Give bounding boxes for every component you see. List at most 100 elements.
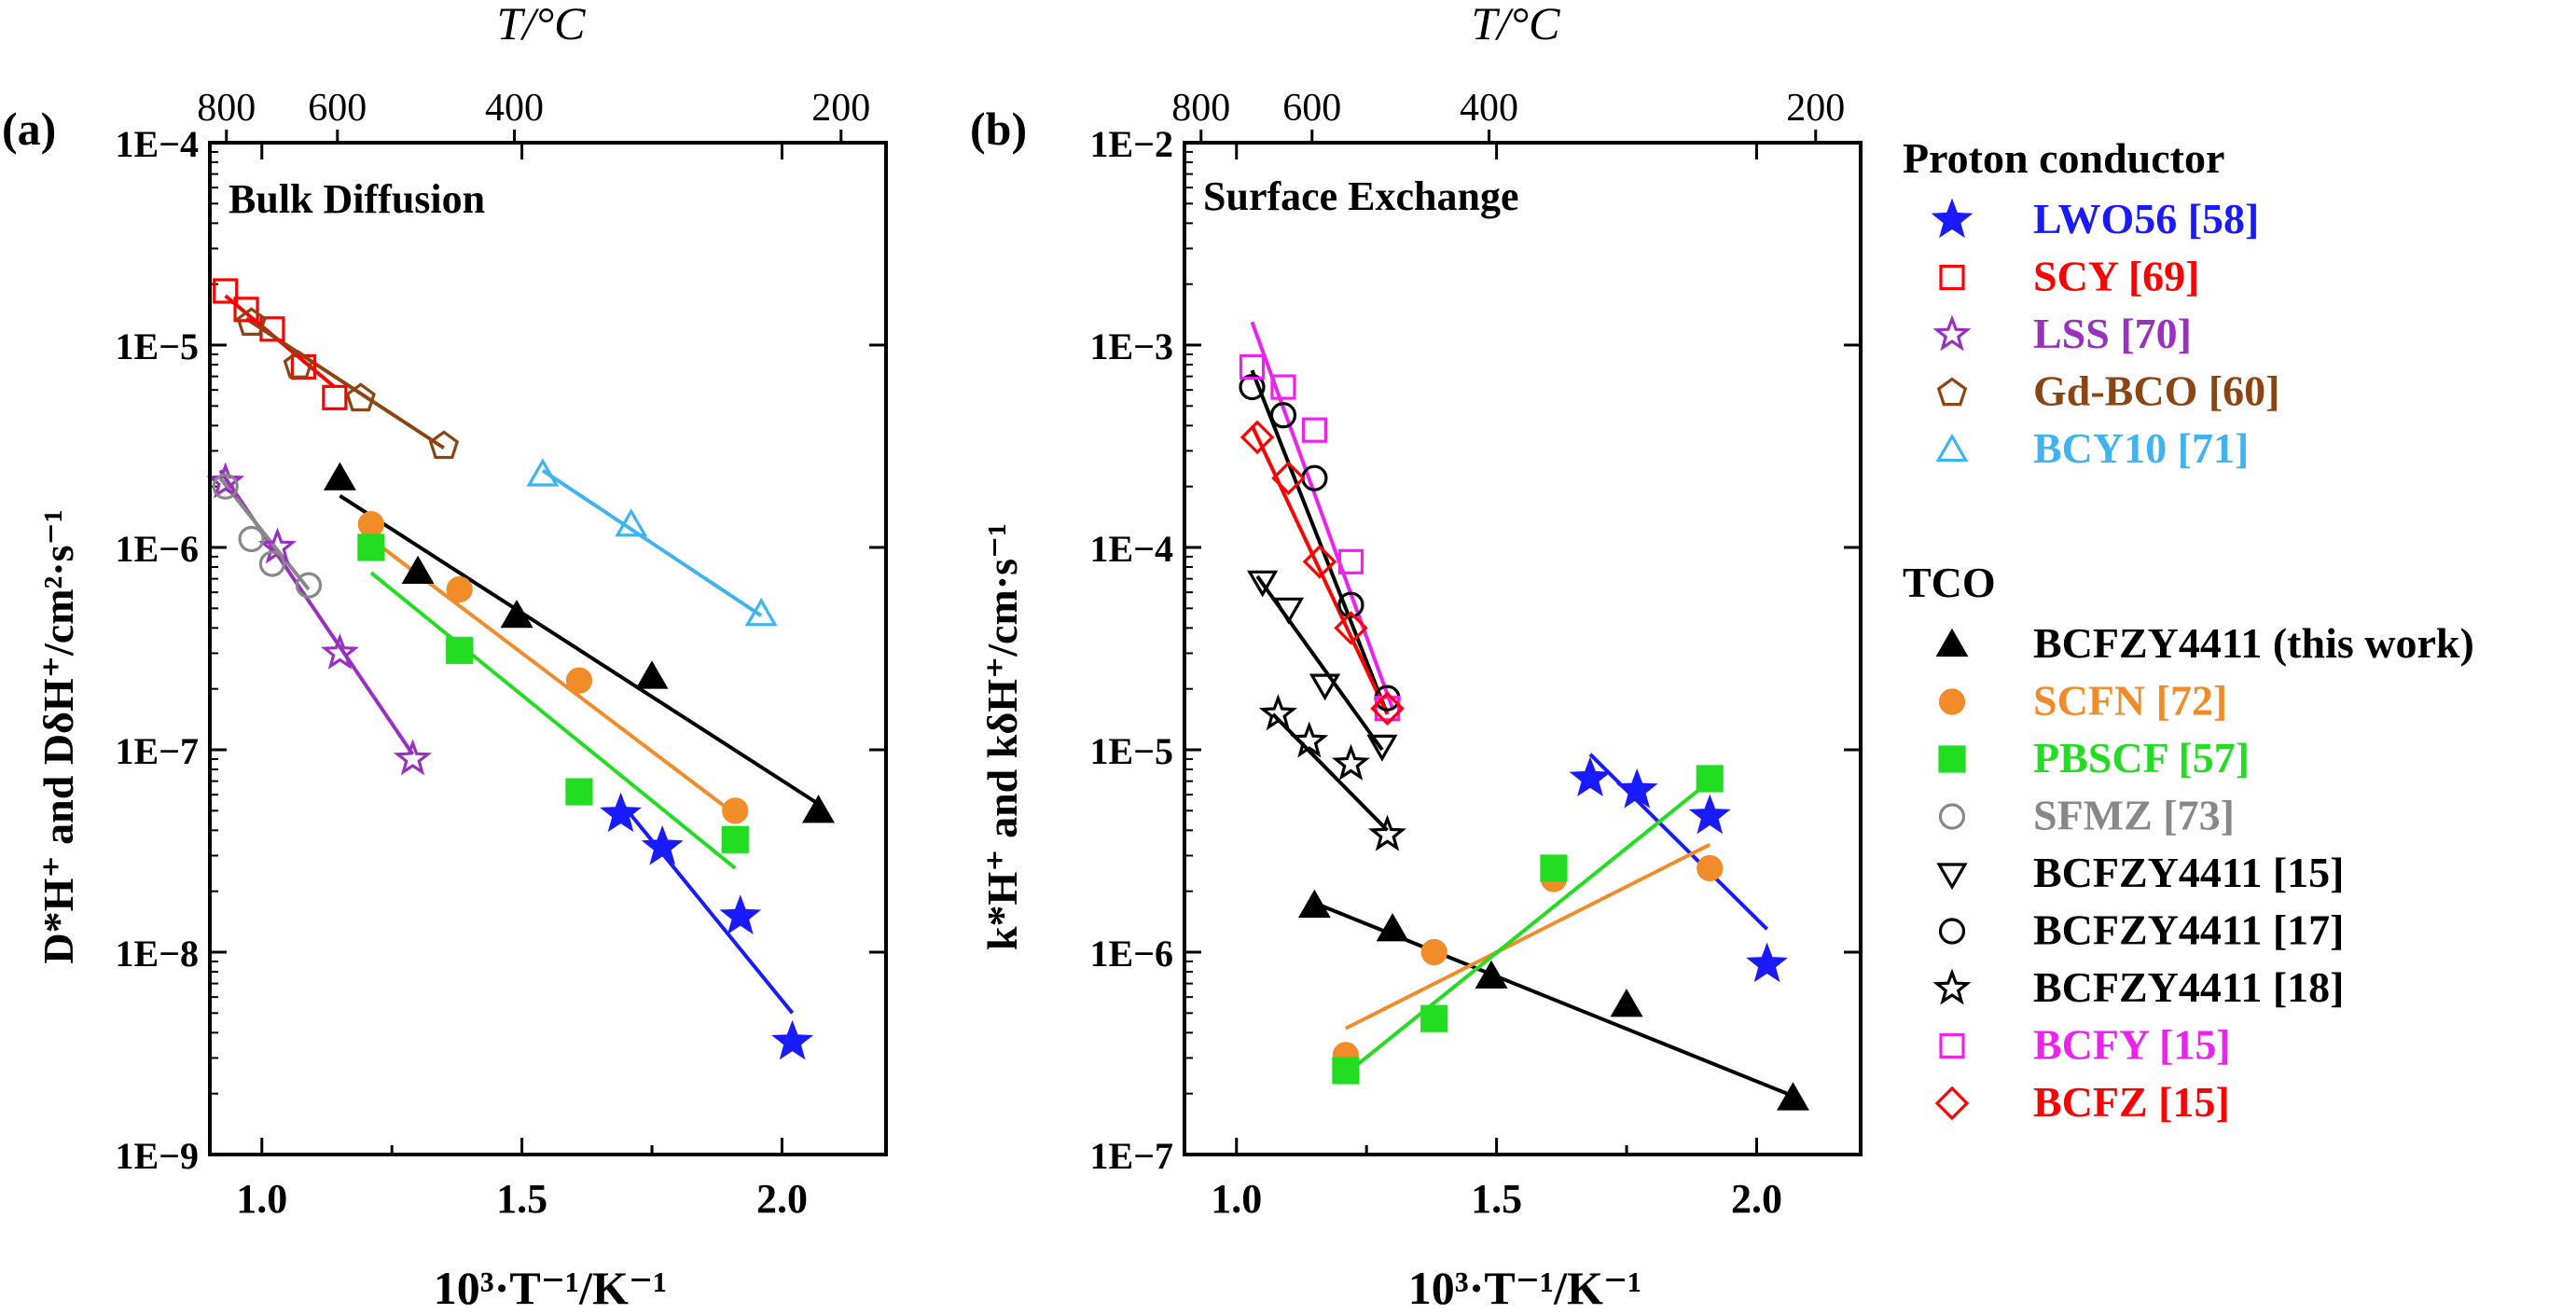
legend-marker-bcy10-71 xyxy=(1935,433,1969,463)
legend-marker-bcfz-15 xyxy=(1934,1086,1970,1121)
panel-a-xlabel: 10³·T⁻¹/K⁻¹ xyxy=(434,1262,668,1314)
y-tick-label: 1E−4 xyxy=(1090,528,1173,570)
panel-a-label: (a) xyxy=(2,103,56,155)
fit-line-pbscf-57 xyxy=(369,571,737,870)
legend-label-sfmz-73: SFMZ [73] xyxy=(2033,792,2235,839)
data-point-scfn-72 xyxy=(565,667,593,694)
panel-b: (b) Surface Exchange T/°C 10³·T⁻¹/K⁻¹ k*… xyxy=(970,0,1863,1314)
panel-a: (a) Bulk Diffusion T/°C 10³·T⁻¹/K⁻¹ D*H⁺… xyxy=(2,0,888,1314)
data-point-scfn-72 xyxy=(1697,854,1724,882)
panel-b-fit-lines xyxy=(1250,321,1799,1100)
data-point-bcy10-71 xyxy=(744,598,778,627)
panel-a-ylabel: D*H⁺ and DδH⁺/cm²·s⁻¹ xyxy=(35,509,82,963)
legend-label-bcfy-15: BCFY [15] xyxy=(2033,1021,2231,1069)
y-tick-label: 1E−7 xyxy=(116,730,199,772)
panel-a-top-axis-label: T/°C xyxy=(496,0,586,49)
y-tick-label: 1E−6 xyxy=(1090,933,1173,975)
x-tick-label: 1.5 xyxy=(496,1176,547,1222)
legend-label-gd-bco-60: Gd-BCO [60] xyxy=(2033,367,2280,415)
legend-label-bcfz-15: BCFZ [15] xyxy=(2033,1078,2230,1126)
data-point-lwo56-58 xyxy=(641,824,684,865)
data-point-lwo56-58 xyxy=(600,792,642,833)
fit-line-bcfz-15 xyxy=(1250,424,1390,715)
data-point-bcfzy4411-this-work xyxy=(500,600,533,629)
legend-label-lwo56-58: LWO56 [58] xyxy=(2033,195,2259,242)
legend-marker-bcfzy4411-17 xyxy=(1938,918,1966,945)
legend-label-scfn-72: SCFN [72] xyxy=(2033,677,2227,725)
panel-a-frame xyxy=(208,141,888,1156)
data-point-bcfzy4411-17 xyxy=(1239,373,1266,401)
data-point-lwo56-58 xyxy=(1746,942,1789,983)
y-tick-label: 1E−5 xyxy=(116,325,199,367)
top-tick-label: 800 xyxy=(197,87,256,130)
legend-proton-items: LWO56 [58] SCY [69] LSS [70] Gd-BCO [60] BCY… xyxy=(1931,195,2280,472)
data-point-bcfzy4411-this-work xyxy=(401,555,435,585)
data-point-lss-70 xyxy=(206,462,245,499)
legend-marker-scy-69 xyxy=(1939,264,1965,291)
data-point-bcfzy4411-17 xyxy=(1269,402,1297,429)
data-point-bcfzy4411-this-work xyxy=(1376,913,1409,942)
data-point-pbscf-57 xyxy=(357,533,385,561)
data-point-bcfz-15 xyxy=(1302,545,1337,579)
top-tick-label: 600 xyxy=(1282,87,1341,130)
data-point-bcfzy4411-this-work xyxy=(1475,960,1508,989)
top-tick-label: 600 xyxy=(308,87,367,130)
data-point-pbscf-57 xyxy=(721,825,749,853)
panel-b-top-axis-label: T/°C xyxy=(1471,0,1560,49)
fit-line-scfn-72 xyxy=(1344,842,1711,1030)
data-point-lwo56-58 xyxy=(1569,756,1612,796)
legend-marker-bcfy-15 xyxy=(1939,1032,1965,1059)
fit-line-gd-bco-60 xyxy=(244,317,446,450)
x-tick-label: 1.5 xyxy=(1471,1176,1522,1222)
data-point-bcfzy4411-this-work xyxy=(1297,889,1331,919)
data-point-bcfzy4411-this-work xyxy=(323,462,356,491)
panel-b-ylabel: k*H⁺ and kδH⁺/cm·s⁻¹ xyxy=(978,523,1026,950)
data-point-scfn-72 xyxy=(357,511,384,538)
y-tick-label: 1E−2 xyxy=(1090,123,1173,165)
top-tick-label: 800 xyxy=(1171,87,1230,130)
data-point-bcfy-15 xyxy=(1270,374,1296,400)
data-point-pbscf-57 xyxy=(1540,854,1568,882)
y-tick-label: 1E−9 xyxy=(116,1135,199,1177)
data-point-bcfzy4411-15 xyxy=(1309,673,1341,701)
panel-b-title: Surface Exchange xyxy=(1203,173,1519,219)
data-point-bcfzy4411-18 xyxy=(1290,721,1329,758)
legend-label-bcy10-71: BCY10 [71] xyxy=(2033,424,2249,472)
fit-line-scfn-72 xyxy=(369,537,737,816)
data-point-bcy10-71 xyxy=(615,508,648,537)
legend-marker-bcfzy4411-15 xyxy=(1936,863,1968,891)
top-tick-label: 200 xyxy=(1786,87,1845,130)
y-tick-label: 1E−6 xyxy=(116,528,199,570)
data-point-bcfy-15 xyxy=(1301,417,1328,443)
x-tick-label: 1.0 xyxy=(236,1176,287,1222)
panel-a-data-points xyxy=(206,278,835,1060)
legend-label-bcfzy4411-18: BCFZY4411 [18] xyxy=(2033,963,2345,1011)
x-tick-label: 2.0 xyxy=(1731,1176,1782,1222)
data-point-scy-69 xyxy=(322,384,348,410)
data-point-bcfz-15 xyxy=(1334,611,1368,645)
data-point-sfmz-73 xyxy=(295,572,323,599)
y-tick-label: 1E−8 xyxy=(116,933,199,975)
data-point-scfn-72 xyxy=(722,797,749,824)
data-point-bcfzy4411-18 xyxy=(1367,814,1407,851)
data-point-pbscf-57 xyxy=(1696,765,1724,793)
legend-label-scy-69: SCY [69] xyxy=(2033,253,2199,300)
legend: Proton conductor LWO56 [58] SCY [69] LSS [… xyxy=(1903,134,2474,1126)
legend-group-proton: Proton conductor xyxy=(1903,134,2224,182)
data-point-lss-70 xyxy=(393,739,433,776)
data-point-sfmz-73 xyxy=(238,525,265,553)
data-point-bcfy-15 xyxy=(1337,548,1364,574)
legend-label-bcfzy4411-17: BCFZY4411 [17] xyxy=(2033,906,2345,954)
y-tick-label: 1E−7 xyxy=(1090,1135,1173,1177)
legend-marker-gd-bco-60 xyxy=(1936,377,1968,407)
data-point-gd-bco-60 xyxy=(283,350,313,379)
legend-marker-lss-70 xyxy=(1932,314,1972,352)
data-point-bcfzy4411-18 xyxy=(1258,694,1297,731)
fit-line-bcfzy4411-17 xyxy=(1250,369,1390,715)
top-tick-label: 400 xyxy=(1460,87,1518,130)
data-point-bcy10-71 xyxy=(526,458,560,487)
data-point-bcfzy4411-this-work xyxy=(1610,989,1643,1017)
legend-marker-bcfzy4411-18 xyxy=(1932,968,1972,1005)
data-point-scfn-72 xyxy=(1420,938,1447,966)
